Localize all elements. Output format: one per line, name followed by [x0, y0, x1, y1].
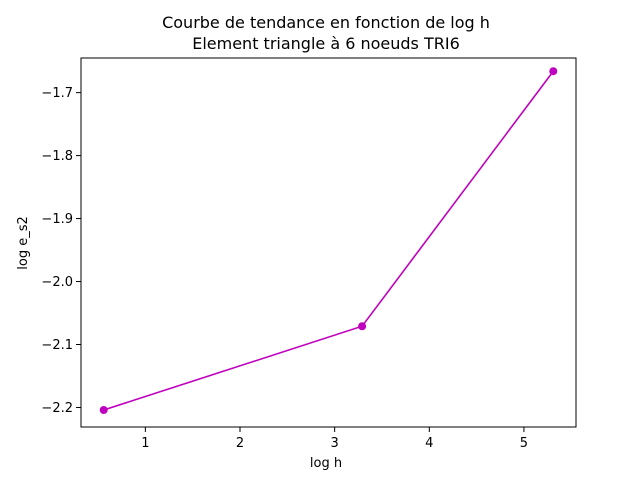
- y-tick-label: −2.1: [41, 338, 73, 353]
- data-point: [99, 405, 108, 414]
- chart-title: Courbe de tendance en fonction de log h: [162, 13, 490, 32]
- x-axis: 1 2 3 4 5: [141, 427, 528, 451]
- y-tick-label: −1.9: [41, 212, 73, 227]
- y-tick-label: −1.8: [41, 149, 73, 164]
- data-point: [358, 322, 367, 331]
- plot-area: [99, 67, 558, 414]
- x-tick-label: 4: [425, 436, 433, 451]
- y-axis: −2.2 −2.1 −2.0 −1.9 −1.8 −1.7: [41, 86, 81, 416]
- series-line: [103, 70, 554, 411]
- x-tick-label: 5: [520, 436, 528, 451]
- x-tick-label: 3: [331, 436, 339, 451]
- y-axis-label: log e_s2: [16, 216, 31, 270]
- data-point: [549, 67, 558, 76]
- y-tick-label: −2.2: [41, 401, 73, 416]
- y-tick-label: −1.7: [41, 86, 73, 101]
- axes-frame: [80, 57, 577, 428]
- chart-subtitle: Element triangle à 6 noeuds TRI6: [192, 34, 460, 53]
- x-tick-label: 1: [141, 436, 149, 451]
- y-tick-label: −2.0: [41, 275, 73, 290]
- x-axis-label: log h: [310, 456, 342, 471]
- x-tick-label: 2: [236, 436, 244, 451]
